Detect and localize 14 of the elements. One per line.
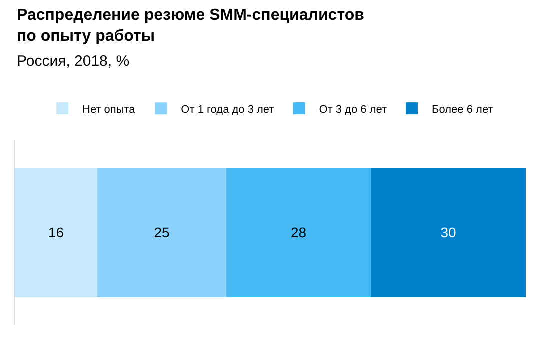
data-label: 30: [440, 224, 456, 240]
data-label: 28: [290, 224, 307, 240]
bar: [15, 168, 98, 298]
bar: [226, 168, 372, 298]
bar: [371, 168, 526, 298]
legend-label: Более 6 лет: [432, 104, 494, 116]
chart-title: Распределение резюме SMM-специалистов по опыту работы: [17, 7, 365, 45]
bar: [98, 168, 227, 298]
chart-subtitle: Россия, 2018, %: [17, 53, 130, 70]
data-label: 16: [48, 224, 64, 240]
legend-label: От 3 до 6 лет: [319, 104, 388, 116]
data-label: 25: [154, 224, 170, 240]
legend-label: От 1 года до 3 лет: [181, 104, 274, 116]
legend-label: Нет опыта: [82, 104, 136, 116]
